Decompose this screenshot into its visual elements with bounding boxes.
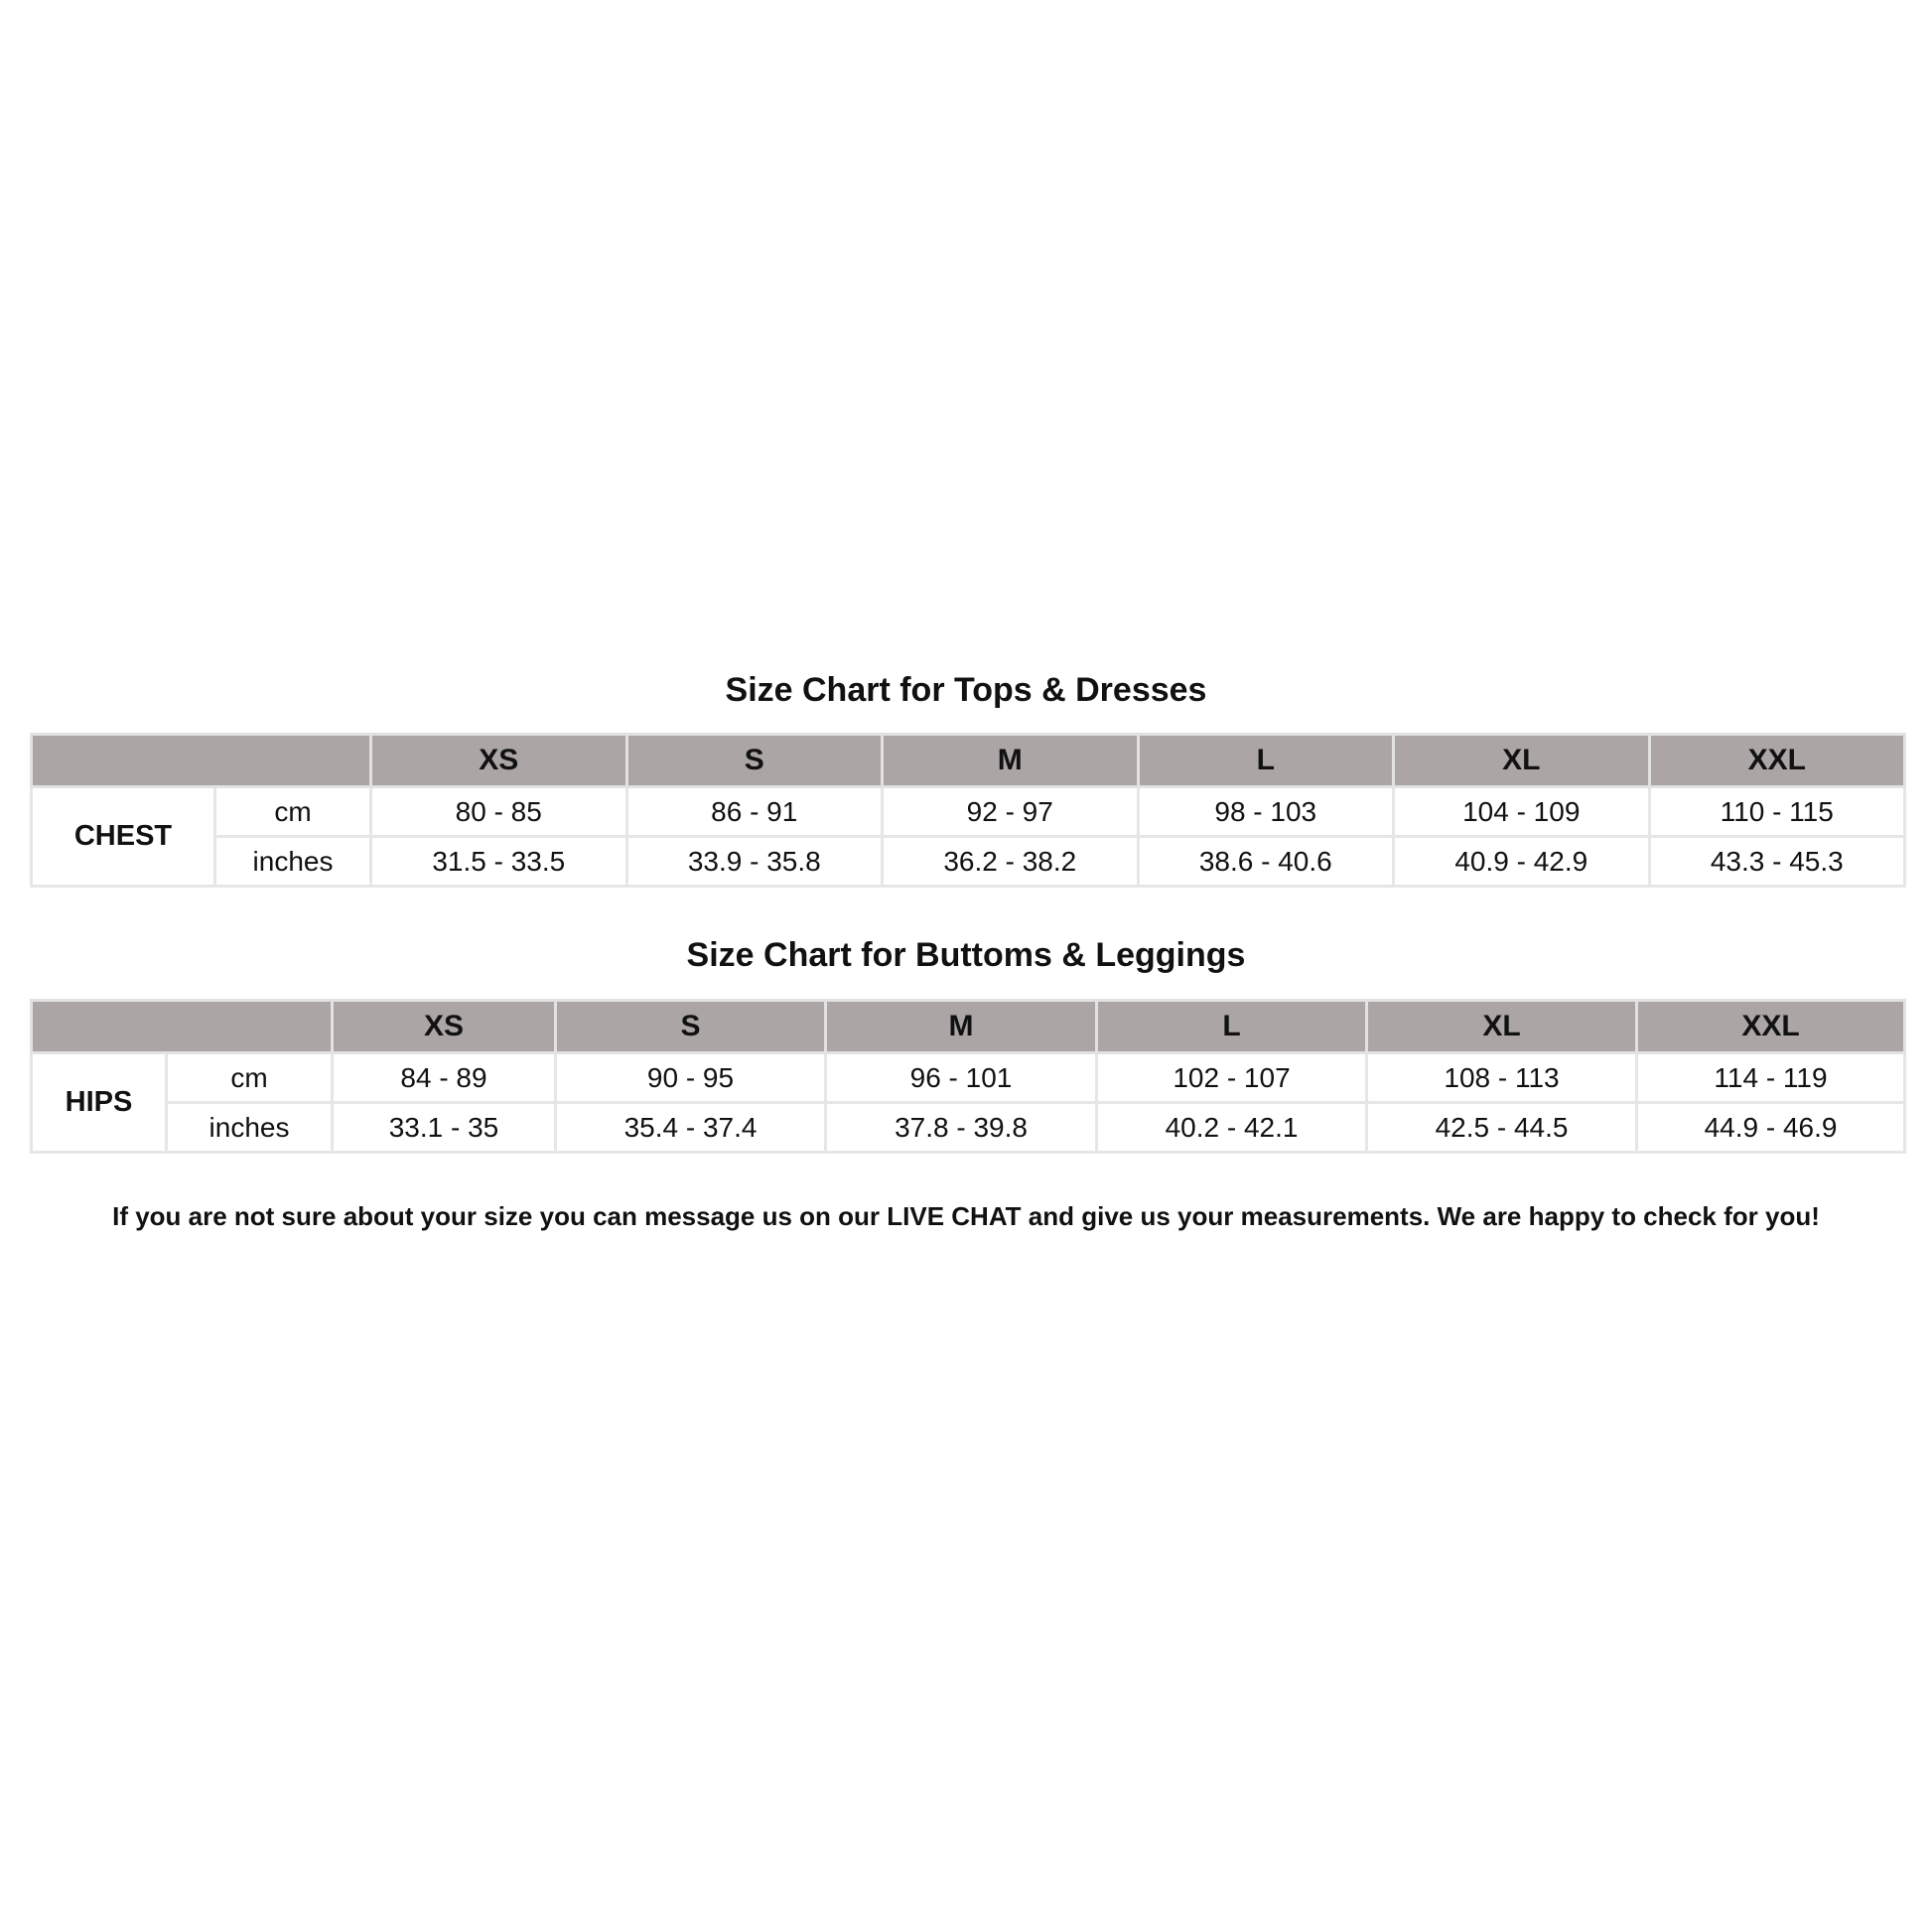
table-cell: 38.6 - 40.6 [1136, 835, 1395, 888]
table-cell: 104 - 109 [1392, 785, 1651, 838]
table-cell: 33.1 - 35 [331, 1101, 557, 1154]
table-cell: 40.2 - 42.1 [1095, 1101, 1368, 1154]
bottoms-size-table: XS S M L XL XXL HIPS cm 84 - 89 90 - 95 … [30, 999, 1906, 1154]
size-header: XS [369, 733, 628, 788]
table-cell: 40.9 - 42.9 [1392, 835, 1651, 888]
table-cell: 92 - 97 [881, 785, 1140, 838]
header-blank [30, 733, 372, 788]
header-row: XS S M L XL XXL [30, 999, 1906, 1054]
header-blank [30, 999, 334, 1054]
table-cell: 33.9 - 35.8 [624, 835, 884, 888]
table-cell: 43.3 - 45.3 [1647, 835, 1906, 888]
unit-label: cm [165, 1051, 334, 1104]
size-header: XL [1392, 733, 1651, 788]
measurement-label: HIPS [30, 1051, 168, 1154]
size-header: M [824, 999, 1098, 1054]
table-cell: 98 - 103 [1136, 785, 1395, 838]
size-header: XS [331, 999, 557, 1054]
bottoms-title: Size Chart for Buttoms & Leggings [686, 936, 1246, 974]
table-cell: 31.5 - 33.5 [369, 835, 628, 888]
table-cell: 37.8 - 39.8 [824, 1101, 1098, 1154]
unit-label: inches [213, 835, 372, 888]
unit-label: inches [165, 1101, 334, 1154]
table-cell: 80 - 85 [369, 785, 628, 838]
table-cell: 110 - 115 [1647, 785, 1906, 838]
table-cell: 96 - 101 [824, 1051, 1098, 1104]
table-row: CHEST cm 80 - 85 86 - 91 92 - 97 98 - 10… [30, 785, 1906, 888]
table-row: HIPS cm 84 - 89 90 - 95 96 - 101 102 - 1… [30, 1051, 1906, 1154]
header-row: XS S M L XL XXL [30, 733, 1906, 788]
size-header: S [554, 999, 827, 1054]
table-row: inches 33.1 - 35 35.4 - 37.4 37.8 - 39.8… [32, 1101, 1906, 1154]
table-cell: 44.9 - 46.9 [1635, 1101, 1906, 1154]
size-header: XXL [1647, 733, 1906, 788]
table-cell: 36.2 - 38.2 [881, 835, 1140, 888]
table-cell: 90 - 95 [554, 1051, 827, 1104]
tops-title: Size Chart for Tops & Dresses [725, 671, 1207, 709]
table-cell: 114 - 119 [1635, 1051, 1906, 1104]
table-cell: 42.5 - 44.5 [1365, 1101, 1638, 1154]
size-header: L [1136, 733, 1395, 788]
size-header: M [881, 733, 1140, 788]
unit-label: cm [213, 785, 372, 838]
table-row: inches 31.5 - 33.5 33.9 - 35.8 36.2 - 38… [32, 835, 1906, 888]
table-cell: 86 - 91 [624, 785, 884, 838]
table-cell: 108 - 113 [1365, 1051, 1638, 1104]
size-header: XXL [1635, 999, 1906, 1054]
size-header: S [624, 733, 884, 788]
table-cell: 102 - 107 [1095, 1051, 1368, 1104]
measurement-label: CHEST [30, 785, 216, 888]
tops-size-table: XS S M L XL XXL CHEST cm 80 - 85 86 - 91… [30, 733, 1906, 888]
table-cell: 35.4 - 37.4 [554, 1101, 827, 1154]
footer-note: If you are not sure about your size you … [112, 1201, 1820, 1231]
size-header: XL [1365, 999, 1638, 1054]
size-header: L [1095, 999, 1368, 1054]
table-cell: 84 - 89 [331, 1051, 557, 1104]
